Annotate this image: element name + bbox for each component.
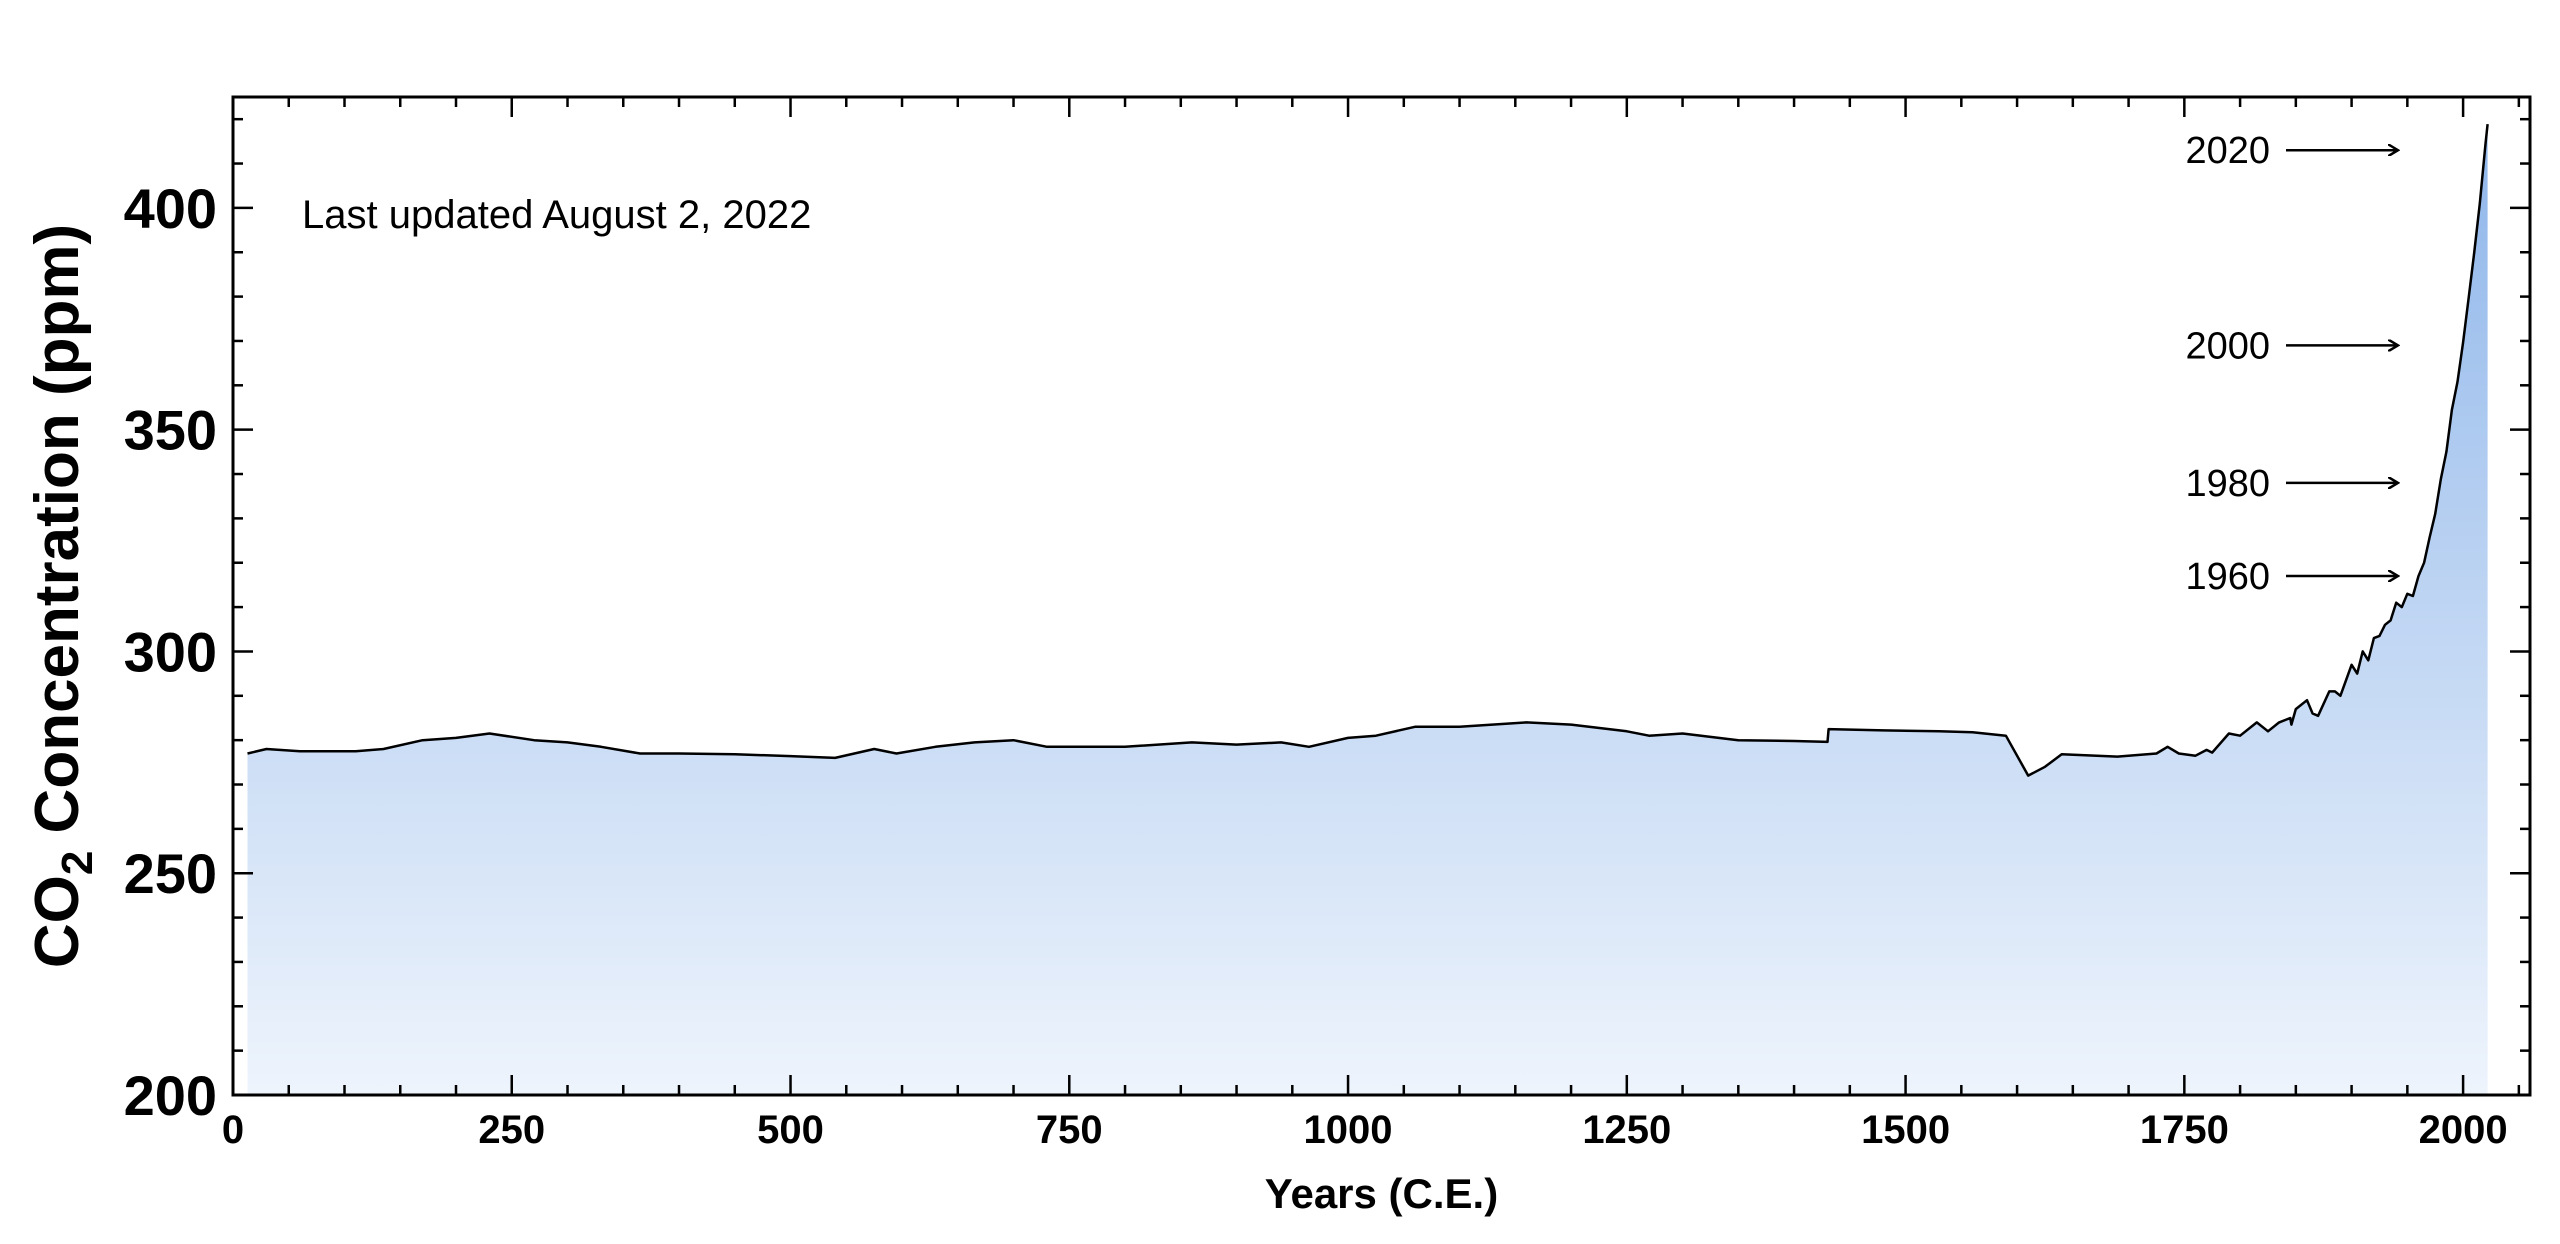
y-tick-label: 200 [124,1064,217,1127]
x-tick-label: 500 [757,1108,824,1152]
last-updated-note: Last updated August 2, 2022 [302,193,811,237]
x-tick-label: 250 [478,1108,545,1152]
y-tick-label: 350 [124,399,217,462]
year-marker-label: 1980 [2185,463,2270,505]
y-tick-label: 300 [124,620,217,683]
x-tick-label: 1250 [1582,1108,1671,1152]
x-tick-label: 1500 [1861,1108,1950,1152]
year-marker-label: 1960 [2185,556,2270,598]
data-layer [247,123,2489,1096]
series-area-0 [247,124,2488,1096]
y-axis-title-rest: Concentration (ppm) [23,224,92,851]
ticks-layer: 0 250 500 750 1000 1250 1500 1750 2000 200 250 300 3… [124,97,2530,1152]
x-tick-label: 750 [1036,1108,1103,1152]
series-line-0 [247,123,2489,777]
year-markers: 2020 2000 1980 1960 [2185,130,2398,598]
x-tick-label: 1750 [2140,1108,2229,1152]
y-axis-title-main: CO [23,875,92,968]
x-tick-label: 0 [222,1108,244,1152]
plot-frame [231,95,2532,1097]
y-axis-title-subscript: 2 [53,851,102,875]
year-marker-label: 2000 [2185,325,2270,367]
x-tick-label: 2000 [2419,1108,2508,1152]
y-tick-label: 250 [124,842,217,905]
y-tick-label: 400 [124,177,217,240]
x-tick-label: 1000 [1304,1108,1393,1152]
y-axis-title: CO2 Concentration (ppm) [23,224,102,968]
year-marker-label: 2020 [2185,130,2270,172]
x-axis-title: Years (C.E.) [1265,1170,1498,1217]
